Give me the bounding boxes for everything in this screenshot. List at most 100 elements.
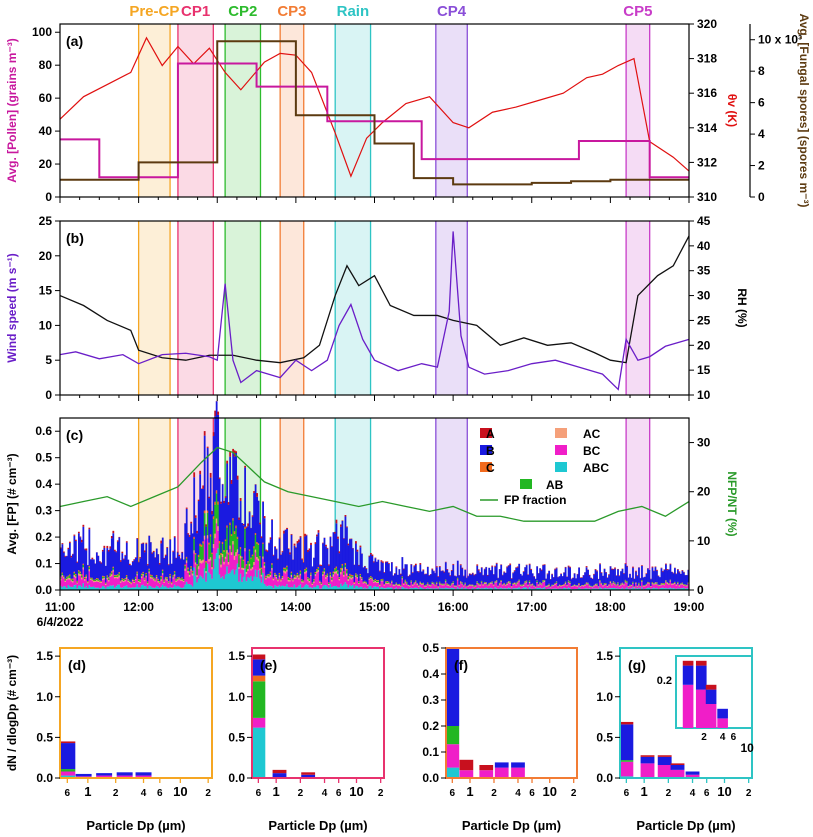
fp-bar-a xyxy=(636,575,639,577)
fp-bar-c xyxy=(307,577,309,579)
fp-bar-ab xyxy=(525,581,528,582)
x-tick-label: 2 xyxy=(378,788,384,799)
fp-bar-abc xyxy=(609,588,612,590)
fp-bar-b xyxy=(266,551,269,575)
fp-bar-ac xyxy=(368,578,371,581)
size-bar-b xyxy=(116,772,133,776)
fp-bar-bc xyxy=(115,578,118,587)
fp-bar-ab xyxy=(304,570,306,572)
fp-bar-b xyxy=(101,551,104,576)
fp-bar-ac xyxy=(202,559,205,563)
fp-bar-bc xyxy=(272,580,275,589)
fp-bar-ac xyxy=(603,584,606,586)
fp-bar-a xyxy=(672,572,675,574)
fp-bar-abc xyxy=(166,587,169,590)
fp-bar-bc xyxy=(462,586,465,590)
fp-bar-c xyxy=(122,578,125,580)
fp-bar-abc xyxy=(313,586,315,590)
fp-bar-ab xyxy=(103,577,106,579)
fp-bar-bc xyxy=(344,569,347,583)
fp-bar-ab xyxy=(155,575,158,577)
fp-bar-ac xyxy=(537,585,540,586)
fp-bar-bc xyxy=(370,578,372,586)
fp-bar-c xyxy=(292,578,294,580)
fp-bar-bc xyxy=(239,558,242,574)
fp-bar-ac xyxy=(76,582,79,584)
fp-bar-b xyxy=(113,551,116,575)
fp-bar-bc xyxy=(563,585,565,588)
fp-bar-ab xyxy=(641,580,643,582)
fp-bar-b xyxy=(374,558,377,579)
fp-bar-bc xyxy=(608,585,610,589)
fp-bar-abc xyxy=(185,581,188,590)
fp-bar-abc xyxy=(116,584,119,590)
fp-bar-b xyxy=(163,558,166,580)
fp-bar-bc xyxy=(94,581,97,588)
fp-bar-ac xyxy=(154,580,157,582)
fp-bar-ab xyxy=(185,558,188,561)
fp-bar-ac xyxy=(163,581,166,583)
fp-bar-ac xyxy=(137,581,140,582)
fp-bar-c xyxy=(191,570,194,573)
y-tick-label: 1.0 xyxy=(228,690,245,704)
fp-bar-bc xyxy=(361,579,363,587)
fp-bar-c xyxy=(404,579,407,581)
fp-bar-abc xyxy=(136,584,139,590)
fp-bar-ac xyxy=(119,581,122,583)
fp-bar-abc xyxy=(422,588,425,590)
inset-bar-b xyxy=(695,665,707,690)
fp-bar-b xyxy=(425,574,428,585)
fp-bar-abc xyxy=(498,588,501,590)
fp-bar-bc xyxy=(319,582,321,589)
fp-bar-ab xyxy=(441,584,444,585)
fp-bar-c xyxy=(298,575,300,577)
fp-bar-abc xyxy=(229,572,232,590)
fp-bar-c xyxy=(172,575,175,577)
x-tick-label: 6 xyxy=(65,788,71,799)
y-tick-label-right: 316 xyxy=(697,86,717,100)
fp-bar-a xyxy=(146,564,149,566)
size-bar-a xyxy=(251,654,266,660)
fp-bar-b xyxy=(83,549,86,578)
fp-bar-abc xyxy=(513,588,516,590)
fp-bar-ab xyxy=(67,576,70,578)
fp-bar-a xyxy=(683,571,685,573)
fp-bar-abc xyxy=(558,588,561,590)
fp-bar-ac xyxy=(626,582,628,584)
fp-bar-abc xyxy=(636,588,639,590)
fp-bar-bc xyxy=(446,585,449,589)
fp-bar-bc xyxy=(332,576,335,587)
fp-bar-c xyxy=(302,580,305,582)
size-bar-bc xyxy=(96,775,113,778)
fp-bar-ab xyxy=(194,554,197,563)
fp-bar-bc xyxy=(338,580,341,588)
fp-bar-ac xyxy=(143,579,146,582)
fp-bar-bc xyxy=(116,578,119,585)
fp-bar-c xyxy=(232,518,235,521)
fp-bar-ac xyxy=(636,586,639,587)
fp-bar-c xyxy=(173,571,176,573)
fp-bar-ac xyxy=(605,584,607,585)
fp-bar-bc xyxy=(359,577,362,587)
y-tick-label-left: 0 xyxy=(45,190,52,204)
fp-bar-b xyxy=(107,551,110,578)
fp-bar-abc xyxy=(591,588,594,590)
fp-bar-b xyxy=(128,564,131,581)
fp-bar-ac xyxy=(584,585,586,586)
fp-bar-abc xyxy=(683,587,685,590)
fp-bar-abc xyxy=(178,586,181,590)
fp-bar-ac xyxy=(74,576,77,579)
fp-bar-c xyxy=(356,574,359,576)
fp-bar-bc xyxy=(137,581,140,588)
fp-bar-c xyxy=(506,582,509,584)
fp-bar-ab xyxy=(217,504,220,527)
fp-bar-c xyxy=(370,575,372,577)
fp-bar-a xyxy=(88,527,91,530)
fp-bar-b xyxy=(488,567,491,583)
fp-bar-abc xyxy=(263,583,266,590)
fp-bar-bc xyxy=(503,584,506,589)
fp-bar-bc xyxy=(567,582,570,588)
fp-bar-abc xyxy=(647,587,649,590)
fp-bar-abc xyxy=(458,588,461,590)
fp-bar-b xyxy=(618,576,621,586)
